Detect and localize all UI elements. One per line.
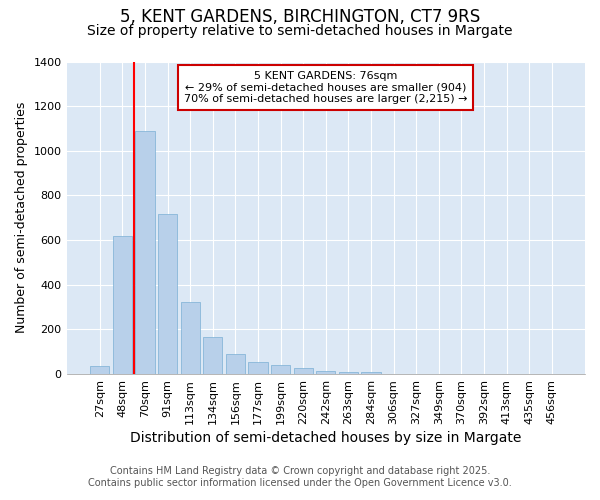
Bar [181,302,200,374]
X-axis label: Distribution of semi-detached houses by size in Margate: Distribution of semi-detached houses by … [130,431,521,445]
Bar [316,370,335,374]
Text: Contains HM Land Registry data © Crown copyright and database right 2025.
Contai: Contains HM Land Registry data © Crown c… [88,466,512,487]
Y-axis label: Number of semi-detached properties: Number of semi-detached properties [15,102,28,334]
Bar [136,130,155,374]
Text: 5, KENT GARDENS, BIRCHINGTON, CT7 9RS: 5, KENT GARDENS, BIRCHINGTON, CT7 9RS [120,8,480,26]
Bar [203,337,223,374]
Bar [271,365,290,374]
Bar [90,366,109,374]
Text: Size of property relative to semi-detached houses in Margate: Size of property relative to semi-detach… [87,24,513,38]
Bar [248,362,268,374]
Bar [339,372,358,374]
Bar [361,372,380,374]
Bar [293,368,313,374]
Bar [113,236,132,374]
Text: 5 KENT GARDENS: 76sqm
← 29% of semi-detached houses are smaller (904)
70% of sem: 5 KENT GARDENS: 76sqm ← 29% of semi-deta… [184,71,467,104]
Bar [226,354,245,374]
Bar [158,214,177,374]
